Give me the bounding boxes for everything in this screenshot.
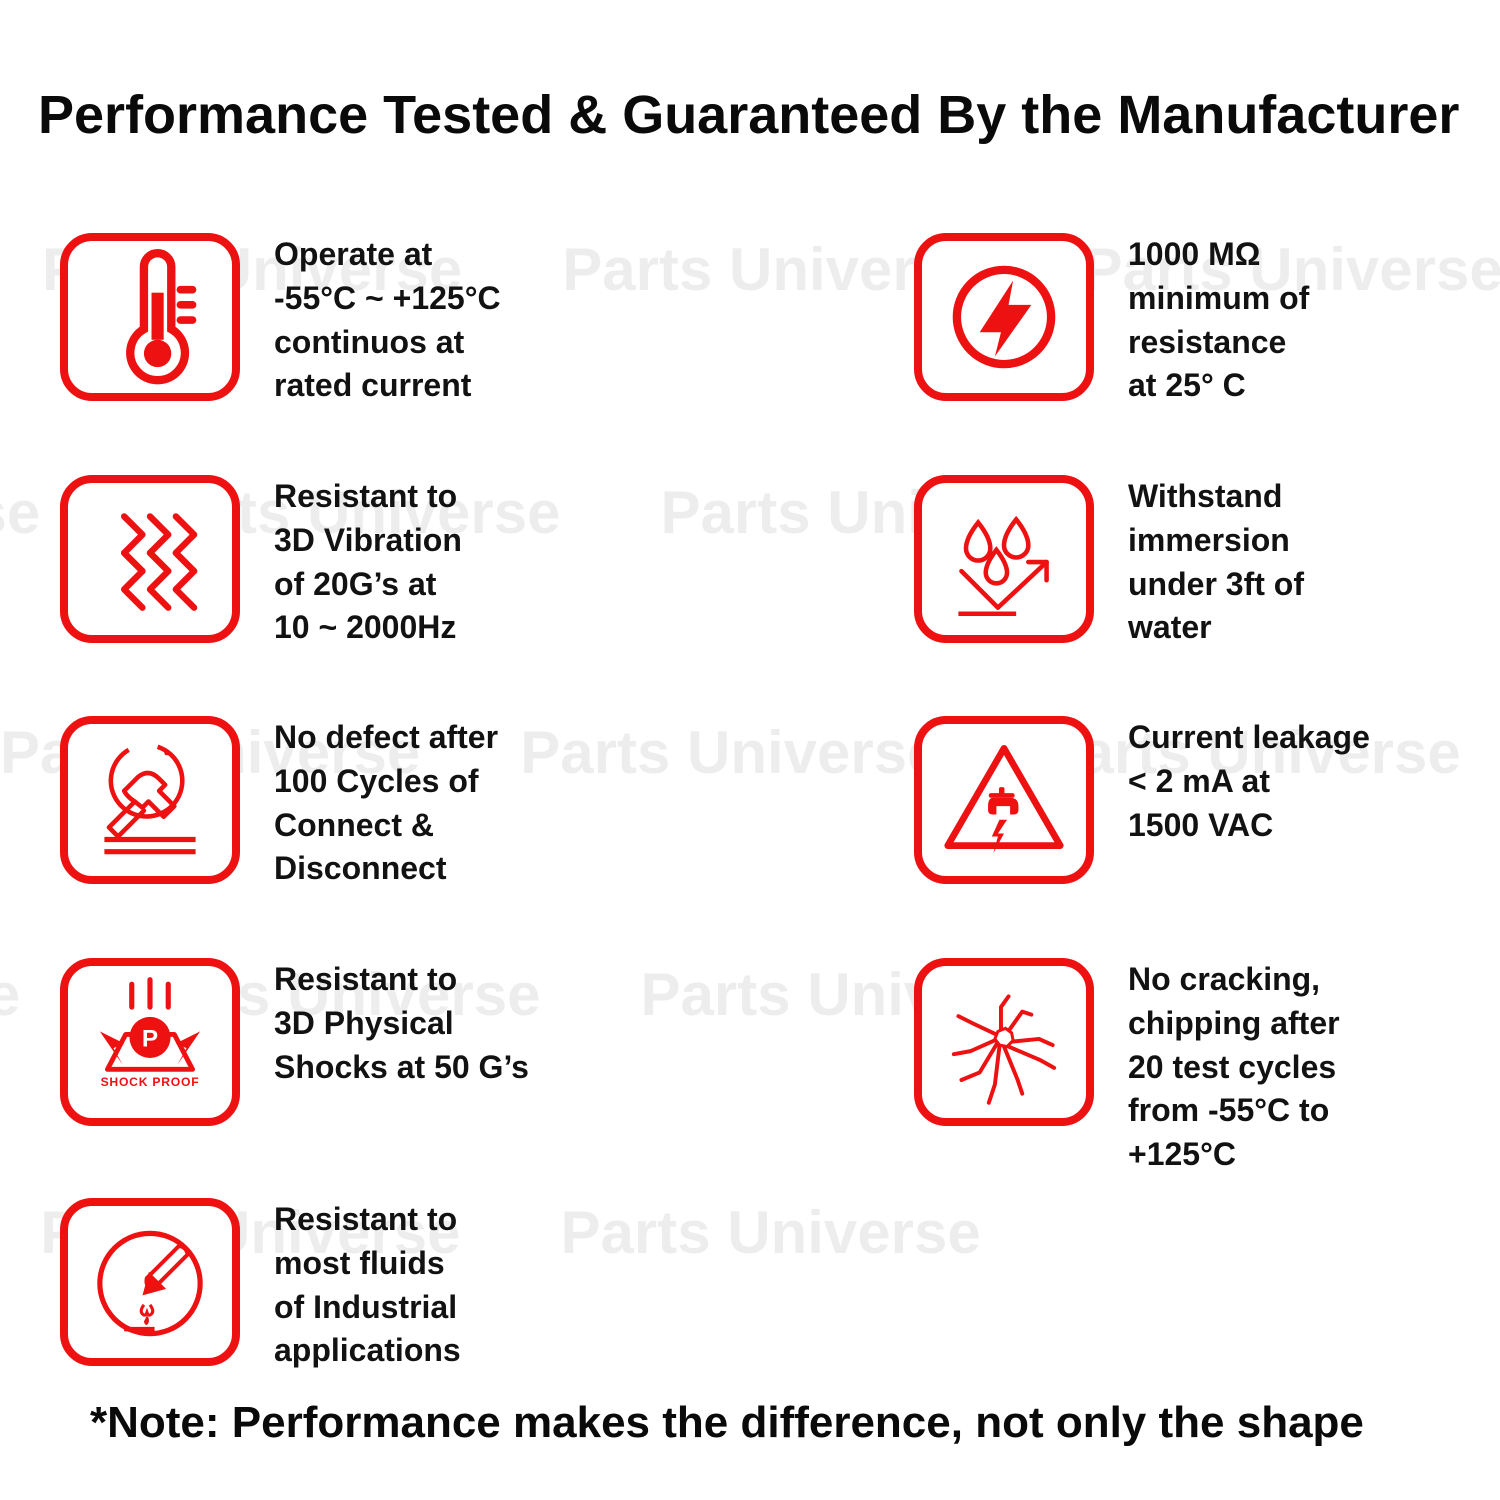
svg-text:P: P — [142, 1026, 158, 1053]
svg-text:SHOCK PROOF: SHOCK PROOF — [101, 1075, 200, 1089]
